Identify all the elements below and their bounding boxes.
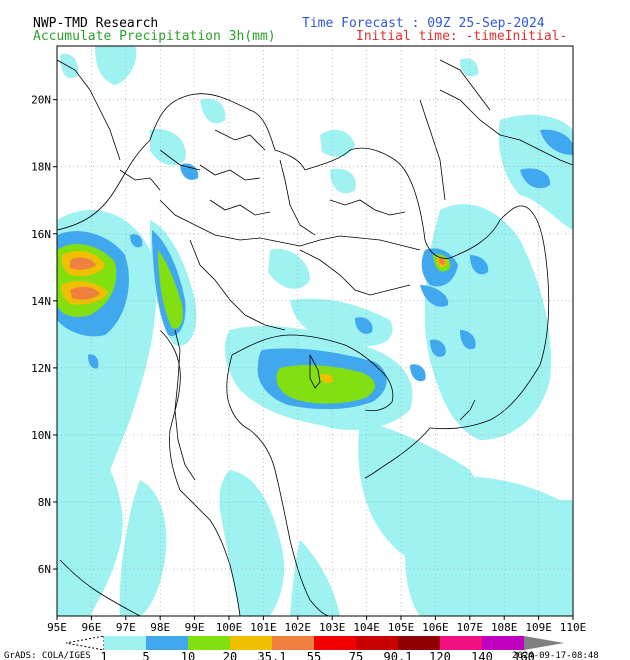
lat-tick-label: 6N	[38, 563, 51, 576]
colorbar-swatch	[440, 636, 482, 650]
colorbar-level-label: 35.1	[258, 650, 287, 660]
colorbar-level-label: 90.1	[384, 650, 413, 660]
org-title: NWP-TMD Research	[33, 16, 159, 31]
lat-tick-label: 10N	[31, 429, 51, 442]
plot-frame	[56, 45, 574, 617]
colorbar-swatch	[146, 636, 188, 650]
lon-tick-label: 109E	[525, 621, 552, 634]
lat-axis: 6N 8N 10N 12N 14N 16N 18N 20N	[31, 94, 57, 576]
lon-tick-label: 107E	[457, 621, 484, 634]
footer-timestamp: 2024-09-17-08:48	[512, 651, 599, 660]
colorbar-level-label: 5	[142, 650, 149, 660]
colorbar-swatch	[230, 636, 272, 650]
lon-tick-label: 101E	[250, 621, 277, 634]
precip-field	[57, 46, 573, 616]
colorbar-level-label: 10	[181, 650, 195, 660]
initial-time: Initial time: -timeInitial-	[356, 29, 568, 44]
lon-tick-label: 99E	[185, 621, 205, 634]
lat-tick-label: 12N	[31, 362, 51, 375]
lon-tick-label: 100E	[216, 621, 243, 634]
colorbar-swatch	[356, 636, 398, 650]
colorbar-upper-arrow	[524, 636, 564, 650]
colorbar-level-label: 20	[223, 650, 237, 660]
lon-tick-label: 97E	[116, 621, 136, 634]
lon-tick-label: 104E	[353, 621, 380, 634]
colorbar-level-label: 55	[307, 650, 321, 660]
lon-tick-label: 105E	[388, 621, 415, 634]
lat-tick-label: 8N	[38, 496, 51, 509]
forecast-time: Time Forecast : 09Z 25-Sep-2024	[302, 16, 545, 31]
lat-tick-label: 18N	[31, 161, 51, 174]
colorbar-level-label: 1	[100, 650, 107, 660]
lon-tick-label: 106E	[422, 621, 449, 634]
lat-tick-label: 14N	[31, 295, 51, 308]
lon-tick-label: 98E	[150, 621, 170, 634]
lon-axis: 95E 96E 97E 98E 99E 100E 101E 102E 103E 104E 105E 1…	[47, 616, 586, 634]
lon-tick-label: 108E	[491, 621, 518, 634]
grads-credit: GrADS: COLA/IGES	[4, 651, 91, 660]
colorbar-swatch	[272, 636, 314, 650]
colorbar-swatch	[188, 636, 230, 650]
colorbar-swatch	[104, 636, 146, 650]
colorbar-level-label: 120	[429, 650, 451, 660]
product-title: Accumulate Precipitation 3h(mm)	[33, 29, 276, 44]
colorbar-swatch	[482, 636, 524, 650]
colorbar-level-label: 160	[513, 650, 535, 660]
coastlines-borders	[57, 59, 573, 616]
lon-tick-label: 110E	[560, 621, 587, 634]
lat-tick-label: 20N	[31, 94, 51, 107]
colorbar-lower-arrow	[65, 635, 105, 651]
colorbar-level-label: 75	[349, 650, 363, 660]
colorbar: 1 5 10 20 35.1 55 75 90.1 120 140 160	[65, 635, 564, 660]
lon-tick-label: 95E	[47, 621, 67, 634]
colorbar-swatch	[398, 636, 440, 650]
lon-tick-label: 102E	[285, 621, 312, 634]
colorbar-level-label: 140	[471, 650, 493, 660]
lon-tick-label: 96E	[81, 621, 101, 634]
colorbar-swatch	[314, 636, 356, 650]
gridlines	[57, 46, 573, 616]
lat-tick-label: 16N	[31, 228, 51, 241]
lon-tick-label: 103E	[319, 621, 346, 634]
